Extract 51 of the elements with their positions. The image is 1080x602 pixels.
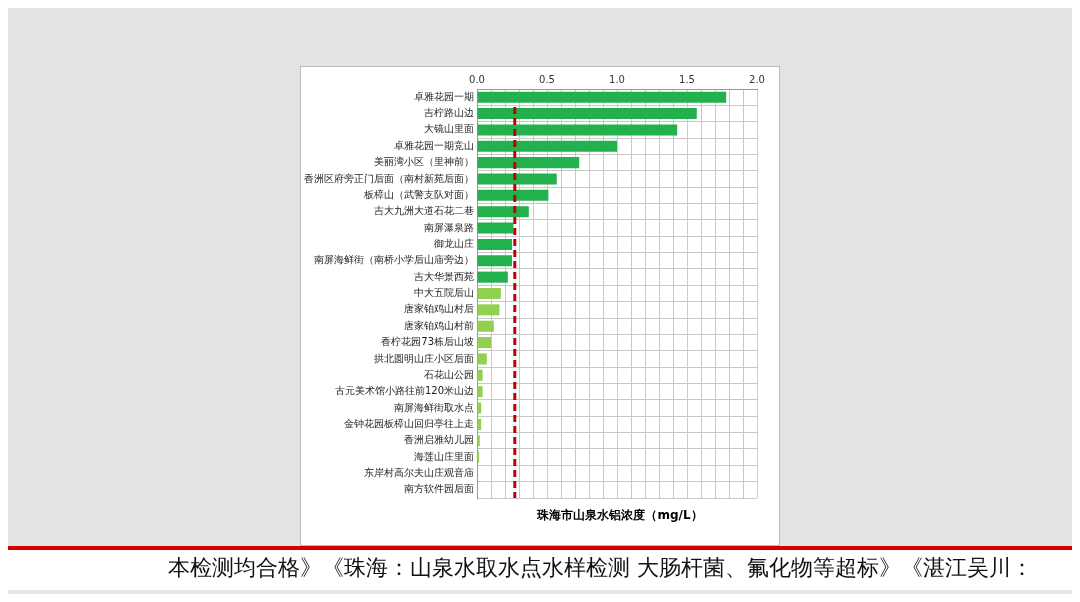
y-tick-label: 南方软件园后面 <box>404 483 474 495</box>
y-tick-label: 唐家铂鸡山村后 <box>404 303 474 315</box>
bar <box>477 173 557 185</box>
y-tick-label: 香柠花园73栋后山坡 <box>381 336 474 348</box>
text: 本检测均合格》《珠海：山泉水取水点水样检测 大肠杆菌、氟化物等超标》《湛江吴川： <box>8 546 1072 590</box>
bar <box>477 337 491 349</box>
bar <box>477 206 529 218</box>
y-tick-label: 美丽湾小区（里神前） <box>374 156 474 168</box>
bar <box>477 238 512 250</box>
bar <box>477 353 487 365</box>
bar <box>477 157 580 169</box>
y-tick-label: 海莲山庄里面 <box>414 450 474 462</box>
y-tick-label: 古元美术馆小路往前120米山边 <box>334 385 474 397</box>
bar <box>477 124 678 136</box>
y-tick-label: 中大五院后山 <box>414 287 474 299</box>
y-tick-label: 石花山公园 <box>424 368 474 380</box>
y-tick-label: 唐家铂鸡山村前 <box>404 319 474 331</box>
x-tick-label: 0.0 <box>469 73 485 85</box>
bar <box>477 255 512 267</box>
bar <box>477 140 617 152</box>
y-tick-label: 南屏海鲜街（南桥小学后山庙旁边） <box>314 254 474 266</box>
x-tick-label: 1.5 <box>679 73 695 85</box>
y-tick-label: 金钟花园板樟山回归亭往上走 <box>344 417 474 429</box>
y-tick-label: 吉柠路山边 <box>424 107 474 119</box>
y-tick-label: 香洲启雅幼儿园 <box>404 434 474 446</box>
x-tick-label: 0.5 <box>539 73 555 85</box>
bar <box>477 386 483 398</box>
y-tick-label: 南屏瀑泉路 <box>424 221 474 233</box>
y-tick-label: 东岸村高尔夫山庄观音庙 <box>364 467 474 479</box>
y-tick-label: 香洲区府旁正门后面（南村新苑后面） <box>304 172 474 184</box>
y-tick-label: 大镜山里面 <box>424 123 474 135</box>
y-tick-label: 御龙山庄 <box>434 238 474 250</box>
x-tick-label: 2.0 <box>749 73 765 85</box>
bar <box>477 222 514 234</box>
bar <box>477 320 494 332</box>
y-tick-label: 卓雅花园一期竞山 <box>394 139 474 151</box>
bar <box>477 271 508 283</box>
y-tick-label: 板樟山（武警支队对面） <box>363 188 474 200</box>
y-tick-label: 拱北圆明山庄小区后面 <box>374 352 474 364</box>
bar <box>477 304 500 316</box>
y-tick-label: 南屏海鲜街取水点 <box>394 401 474 413</box>
y-tick-label: 吉大华景西苑 <box>414 270 474 282</box>
bar <box>477 287 501 300</box>
x-axis-title: 珠海市山泉水铝浓度（mg/L） <box>535 507 704 524</box>
bar <box>477 189 549 201</box>
y-tick-label: 吉大九洲大道石花二巷 <box>374 205 474 217</box>
bar <box>477 108 697 120</box>
x-tick-label: 1.0 <box>609 73 625 85</box>
y-tick-label: 卓雅花园一期 <box>414 90 474 102</box>
bar <box>477 91 727 103</box>
bar <box>477 369 483 381</box>
